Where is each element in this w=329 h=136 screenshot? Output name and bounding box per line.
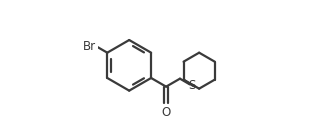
Text: Br: Br — [83, 40, 96, 53]
Text: S: S — [188, 79, 195, 92]
Text: O: O — [162, 106, 171, 119]
